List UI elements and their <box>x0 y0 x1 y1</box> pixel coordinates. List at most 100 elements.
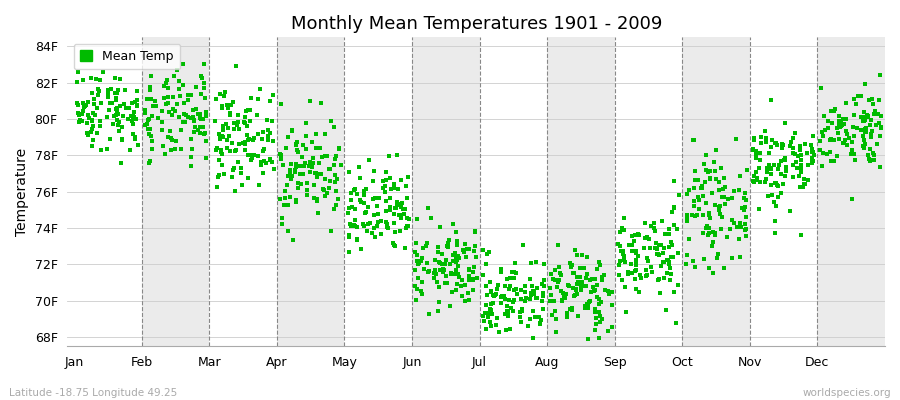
Point <box>443 261 457 267</box>
Point <box>348 222 363 229</box>
Point <box>344 222 358 229</box>
Point <box>181 92 195 98</box>
Point <box>562 283 576 289</box>
Point <box>736 194 751 201</box>
Point <box>187 118 202 124</box>
Point <box>764 171 778 177</box>
Point <box>370 223 384 229</box>
Point <box>212 172 227 178</box>
Point <box>285 127 300 134</box>
Point <box>229 62 243 69</box>
Point <box>489 291 503 298</box>
Point <box>400 222 415 229</box>
Point <box>530 285 544 292</box>
Point <box>76 103 91 110</box>
Point <box>546 276 561 282</box>
Point <box>125 113 140 120</box>
Point <box>142 126 157 133</box>
Point <box>786 135 800 141</box>
Point <box>680 252 695 258</box>
Point <box>125 115 140 121</box>
Point <box>588 287 602 294</box>
Point <box>850 93 865 100</box>
Point <box>764 144 778 150</box>
Point <box>238 146 253 153</box>
Point <box>612 272 626 278</box>
Point <box>168 146 183 152</box>
Point <box>806 149 820 156</box>
Point <box>600 328 615 335</box>
Point <box>313 100 328 106</box>
Point <box>295 154 310 160</box>
Point <box>568 287 582 293</box>
Point <box>866 150 880 156</box>
Point <box>146 103 160 110</box>
Point <box>864 134 878 140</box>
Point <box>723 226 737 233</box>
Point <box>158 82 172 89</box>
Point <box>616 253 631 259</box>
Point <box>502 297 517 303</box>
Point <box>700 232 715 238</box>
Point <box>513 286 527 293</box>
Point <box>654 263 669 269</box>
Point <box>775 141 789 148</box>
Point <box>285 173 300 179</box>
Point <box>844 196 859 202</box>
Point <box>654 218 669 224</box>
Point <box>871 110 886 117</box>
Point <box>476 247 491 253</box>
Point <box>378 183 392 189</box>
Point <box>91 92 105 98</box>
Point <box>327 162 341 168</box>
Point <box>702 264 716 271</box>
Point <box>387 211 401 218</box>
Point <box>840 141 854 148</box>
Point <box>196 116 211 122</box>
Point <box>411 275 426 282</box>
Point <box>310 174 324 180</box>
Point <box>432 298 446 305</box>
Point <box>433 224 447 230</box>
Point <box>564 306 579 313</box>
Point <box>305 164 320 170</box>
Point <box>158 101 173 108</box>
Point <box>663 254 678 260</box>
Point <box>857 144 871 151</box>
Point <box>465 276 480 283</box>
Point <box>680 216 694 222</box>
Point <box>263 156 277 162</box>
Point <box>245 155 259 161</box>
Point <box>830 152 844 159</box>
Point <box>712 207 726 214</box>
Point <box>524 260 538 266</box>
Point <box>801 177 815 184</box>
Point <box>749 155 763 162</box>
Point <box>686 258 700 264</box>
Point <box>794 152 808 159</box>
Point <box>526 288 540 294</box>
Point <box>615 225 629 232</box>
Point <box>93 117 107 124</box>
Point <box>293 171 308 177</box>
Point <box>199 155 213 161</box>
Point <box>289 142 303 148</box>
Point <box>680 261 694 267</box>
Point <box>571 313 585 319</box>
Point <box>220 145 234 151</box>
Point <box>368 195 382 201</box>
Point <box>621 271 635 277</box>
Point <box>324 118 338 124</box>
Point <box>746 173 760 179</box>
Point <box>699 200 714 206</box>
Point <box>778 120 792 126</box>
Point <box>143 73 157 80</box>
Point <box>563 264 578 270</box>
Point <box>548 267 562 273</box>
Point <box>483 322 498 329</box>
Point <box>733 222 747 228</box>
Point <box>446 252 460 258</box>
Point <box>390 202 404 208</box>
Point <box>160 134 175 140</box>
Point <box>303 159 318 166</box>
